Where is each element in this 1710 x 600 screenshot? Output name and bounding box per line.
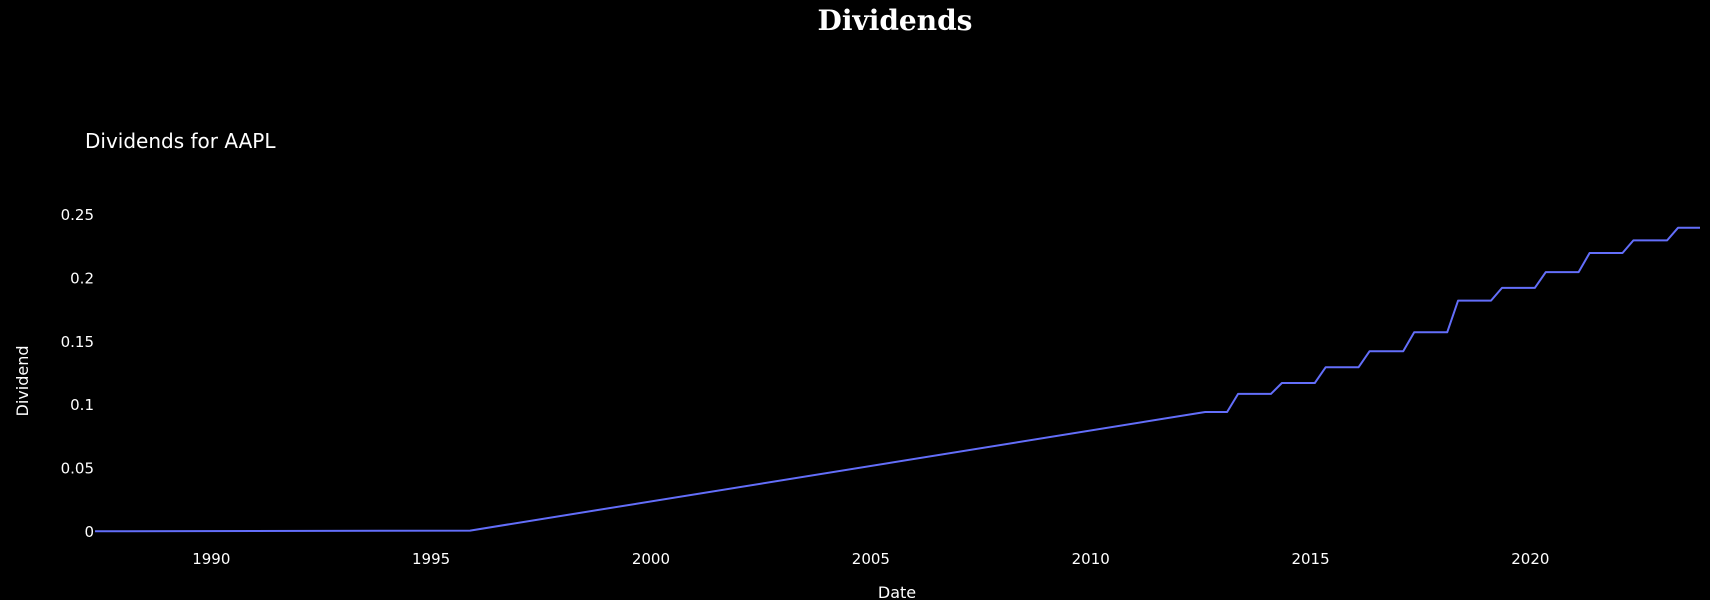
y-axis-ticks: 0 0.05 0.1 0.15 0.2 0.25 xyxy=(61,206,94,541)
plot-area xyxy=(94,226,1700,533)
x-axis-ticks: 1990 1995 2000 2005 2010 2015 2020 xyxy=(192,550,1549,568)
x-tick-label: 2010 xyxy=(1072,550,1110,568)
y-tick-label: 0 xyxy=(84,523,94,541)
x-tick-label: 2005 xyxy=(852,550,890,568)
x-tick-label: 2000 xyxy=(632,550,670,568)
y-axis-title: Dividend xyxy=(13,346,32,417)
x-tick-label: 1995 xyxy=(412,550,450,568)
x-tick-label: 2015 xyxy=(1291,550,1329,568)
x-axis-title: Date xyxy=(878,583,916,600)
chart-title: Dividends for AAPL xyxy=(85,129,276,153)
y-tick-label: 0.2 xyxy=(70,269,94,287)
y-tick-label: 0.05 xyxy=(61,460,94,478)
y-tick-label: 0.1 xyxy=(70,396,94,414)
page-title: Dividends xyxy=(817,4,973,37)
x-tick-label: 1990 xyxy=(192,550,230,568)
y-tick-label: 0.15 xyxy=(61,333,94,351)
x-tick-label: 2020 xyxy=(1511,550,1549,568)
dividend-series-line xyxy=(94,226,1700,533)
y-tick-label: 0.25 xyxy=(61,206,94,224)
